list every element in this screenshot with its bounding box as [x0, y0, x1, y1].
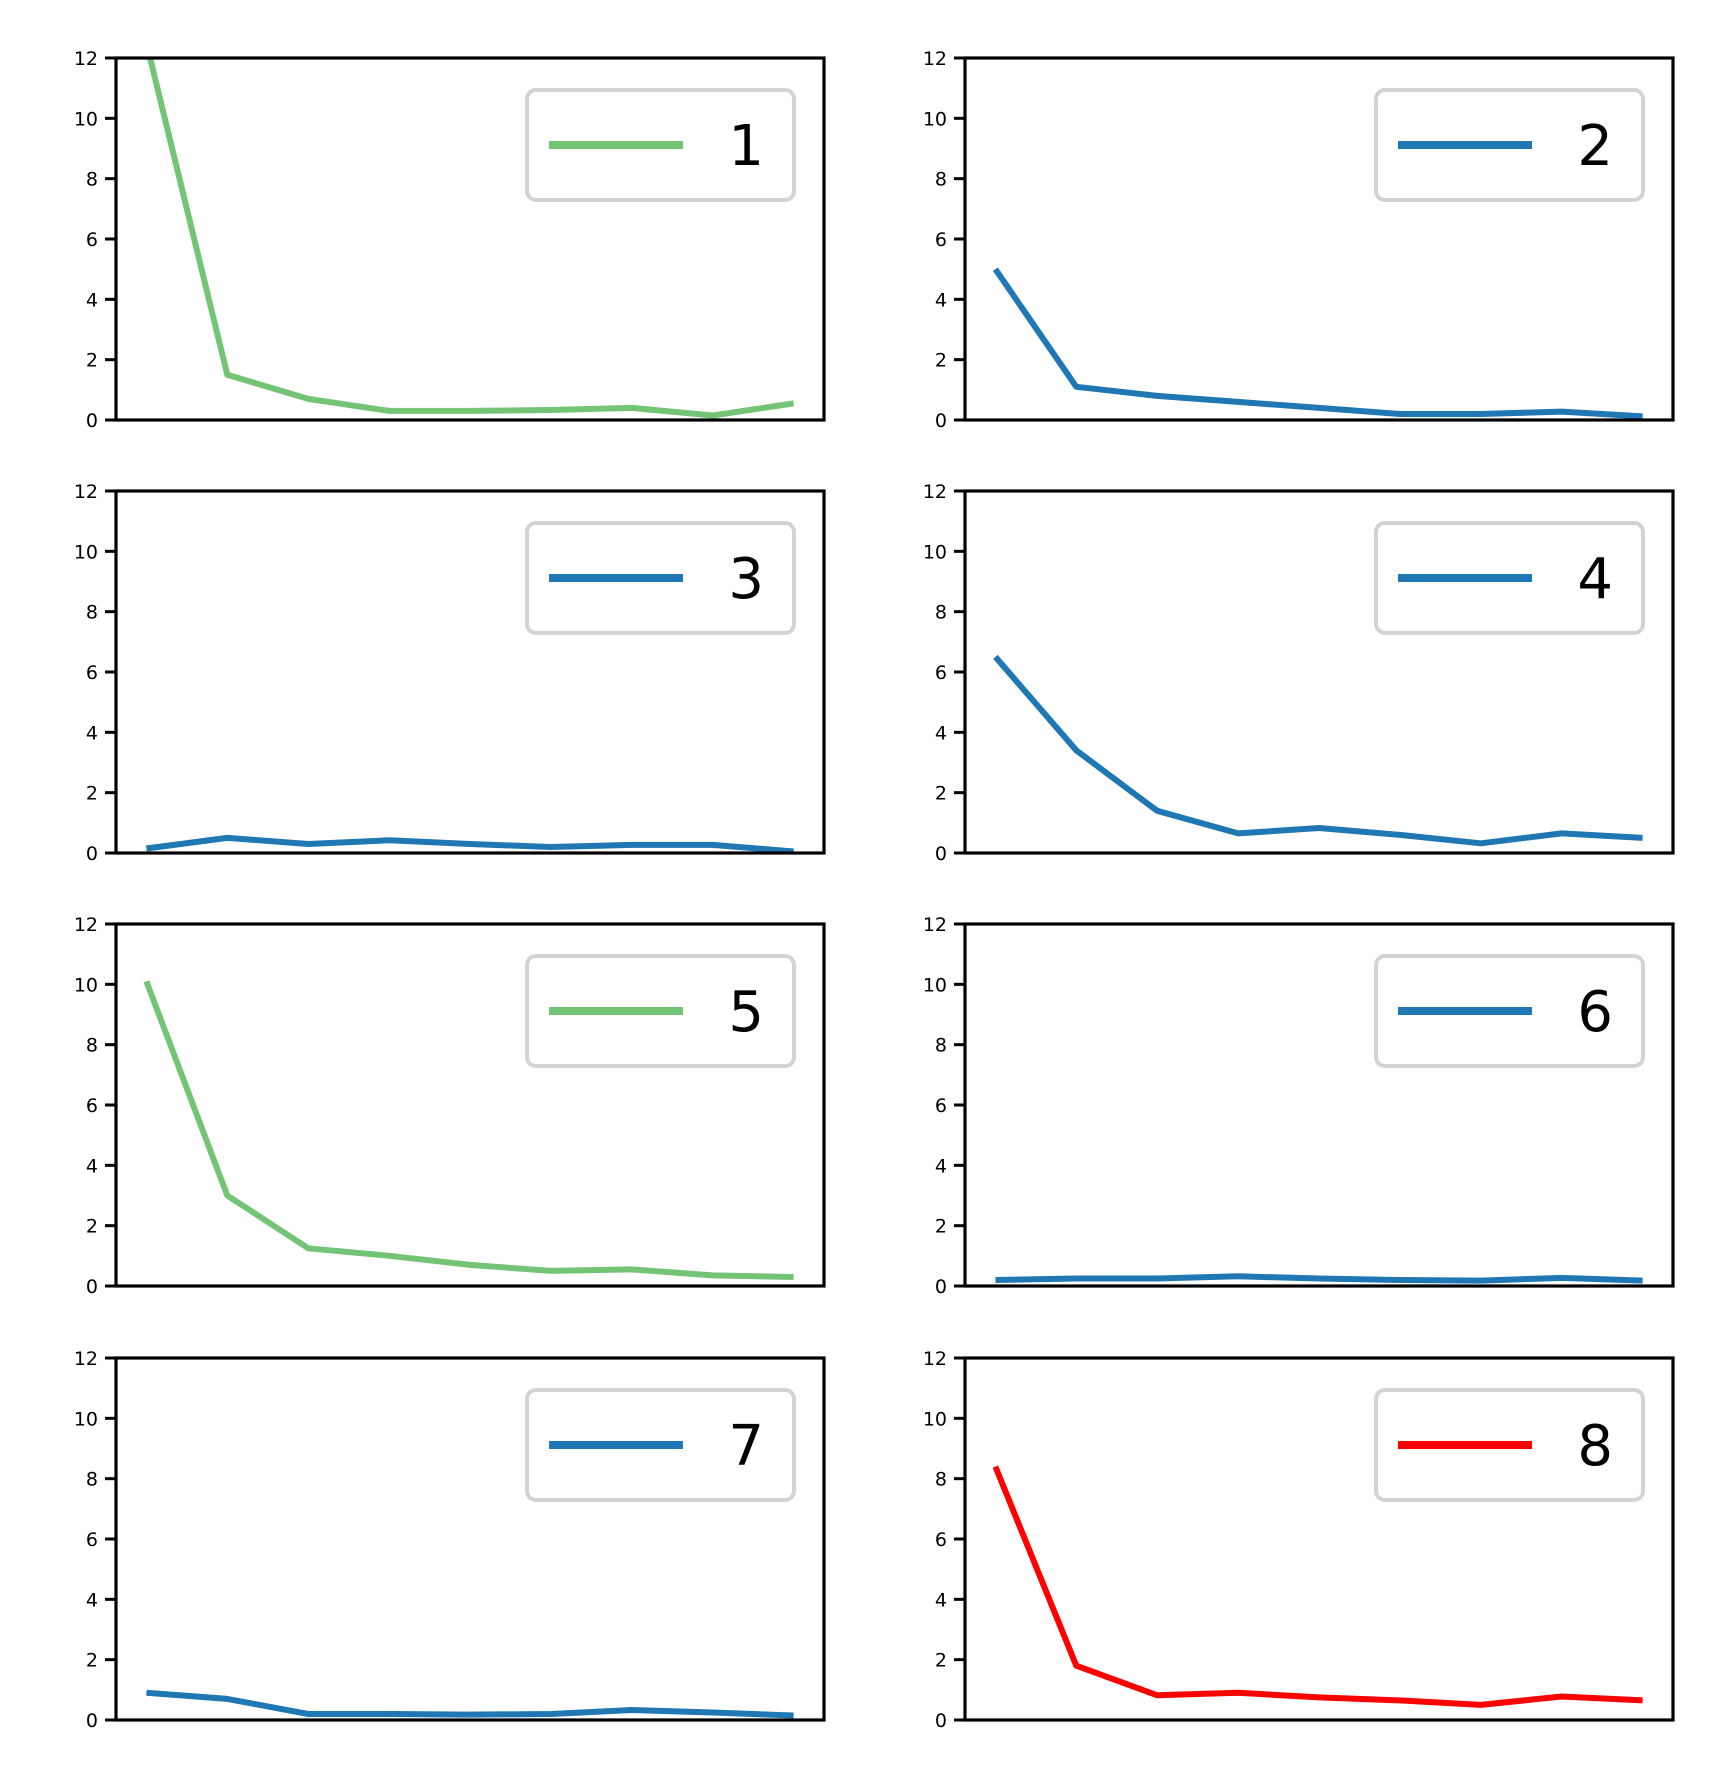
legend: 4	[1374, 521, 1645, 635]
y-tick-label: 4	[86, 1589, 98, 1611]
y-tick-label: 6	[86, 1095, 98, 1117]
y-tick-label: 10	[923, 108, 947, 130]
y-tick-label: 4	[935, 722, 947, 744]
y-tick-label: 4	[935, 1155, 947, 1177]
y-tick-label: 12	[74, 481, 98, 503]
y-tick-label: 8	[935, 169, 947, 191]
y-tick-label: 12	[74, 48, 98, 70]
y-tick-label: 2	[935, 1650, 947, 1672]
legend: 5	[525, 954, 796, 1068]
subplot-4: 0 2 4 6 8 10 12 4	[923, 481, 1675, 865]
y-tick-label: 10	[74, 108, 98, 130]
subplot-5: 0 2 4 6 8 10 12 5	[74, 914, 826, 1298]
y-tick-label: 2	[86, 1216, 98, 1238]
subplot-8: 0 2 4 6 8 10 12 8	[923, 1348, 1675, 1732]
y-tick-label: 6	[935, 1529, 947, 1551]
y-tick-label: 10	[74, 1408, 98, 1430]
series-line-3-1	[146, 834, 794, 853]
y-tick-label: 8	[86, 169, 98, 191]
y-tick-label: 8	[935, 602, 947, 624]
y-tick-label: 2	[86, 1650, 98, 1672]
y-tick-label: 12	[923, 1348, 947, 1370]
y-tick-label: 10	[923, 541, 947, 563]
y-tick-label: 10	[74, 541, 98, 563]
legend-label: 7	[728, 1414, 764, 1479]
y-tick-label: 6	[86, 662, 98, 684]
y-tick-label: 6	[86, 1529, 98, 1551]
y-tick-label: 8	[935, 1469, 947, 1491]
y-tick-label: 10	[74, 974, 98, 996]
legend: 3	[525, 521, 796, 635]
y-tick-label: 6	[935, 1095, 947, 1117]
series-line-1-1	[146, 58, 795, 419]
y-tick-label: 8	[86, 1035, 98, 1057]
y-tick-label: 0	[935, 1710, 947, 1732]
y-tick-label: 2	[935, 350, 947, 372]
series-line-4-1	[993, 654, 1643, 847]
legend: 1	[525, 88, 796, 202]
y-tick-label: 12	[923, 481, 947, 503]
subplot-3: 0 2 4 6 8 10 12 3	[74, 481, 826, 865]
y-tick-label: 6	[935, 662, 947, 684]
legend: 2	[1374, 88, 1645, 202]
y-tick-label: 0	[86, 1276, 98, 1298]
legend-label: 6	[1577, 980, 1613, 1045]
y-tick-label: 4	[935, 1589, 947, 1611]
y-tick-label: 0	[935, 843, 947, 865]
legend-label: 2	[1577, 114, 1613, 179]
legend-label: 3	[728, 547, 764, 612]
subplot-7: 0 2 4 6 8 10 12 7	[74, 1348, 826, 1732]
legend: 6	[1374, 954, 1645, 1068]
legend-label: 1	[728, 114, 764, 179]
y-tick-label: 2	[935, 783, 947, 805]
legend: 8	[1374, 1388, 1645, 1502]
y-tick-label: 4	[86, 289, 98, 311]
y-tick-label: 0	[935, 1276, 947, 1298]
series-line-7-1	[146, 1689, 794, 1719]
legend-label: 5	[728, 980, 764, 1045]
y-tick-label: 0	[86, 410, 98, 432]
subplot-2: 0 2 4 6 8 10 12 2	[923, 48, 1675, 432]
y-tick-label: 12	[923, 48, 947, 70]
y-tick-label: 2	[935, 1216, 947, 1238]
y-tick-label: 0	[86, 1710, 98, 1732]
legend-label: 8	[1577, 1414, 1613, 1479]
subplot-6: 0 2 4 6 8 10 12 6	[923, 914, 1675, 1298]
legend-label: 4	[1577, 547, 1613, 612]
legend: 7	[525, 1388, 796, 1502]
y-tick-label: 8	[86, 602, 98, 624]
y-tick-label: 8	[86, 1469, 98, 1491]
y-tick-label: 2	[86, 350, 98, 372]
y-tick-label: 12	[74, 914, 98, 936]
series-line-6-1	[995, 1273, 1643, 1284]
y-tick-label: 6	[935, 229, 947, 251]
y-tick-label: 4	[935, 289, 947, 311]
y-tick-label: 10	[923, 1408, 947, 1430]
y-tick-label: 12	[923, 914, 947, 936]
y-tick-label: 4	[86, 1155, 98, 1177]
y-tick-label: 4	[86, 722, 98, 744]
y-tick-label: 0	[935, 410, 947, 432]
y-tick-label: 2	[86, 783, 98, 805]
y-tick-label: 12	[74, 1348, 98, 1370]
subplot-1: 0 2 4 6 8 10 12 1	[74, 48, 826, 432]
series-line-8-1	[992, 1465, 1643, 1708]
y-tick-label: 0	[86, 843, 98, 865]
y-tick-label: 6	[86, 229, 98, 251]
y-tick-label: 10	[923, 974, 947, 996]
series-line-5-1	[143, 980, 794, 1280]
y-tick-label: 8	[935, 1035, 947, 1057]
series-line-2-1	[992, 267, 1643, 420]
